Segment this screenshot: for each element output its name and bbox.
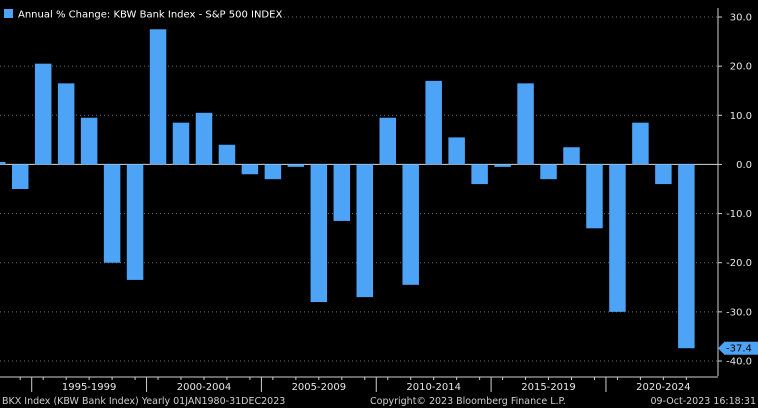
bar [80, 117, 98, 165]
y-tick-label: 20.0 [730, 62, 752, 73]
bar [586, 164, 603, 229]
bar [678, 164, 695, 349]
last-value-box [724, 341, 758, 355]
last-value-label: -37.4 [726, 344, 752, 355]
legend-box [0, 6, 278, 21]
bar [195, 112, 213, 165]
bar [379, 117, 396, 165]
legend: Annual % Change: KBW Bank Index - S&P 50… [0, 6, 282, 21]
footer-center: Copyright© 2023 Bloomberg Finance L.P. [370, 396, 566, 407]
x-tick-label: 2000-2004 [177, 382, 232, 393]
bar [264, 164, 282, 180]
bar [609, 164, 626, 312]
footer-left: BKX Index (KBW Bank Index) Yearly 01JAN1… [2, 396, 285, 407]
bar [57, 83, 75, 165]
bar [425, 80, 442, 165]
y-tick-label: -20.0 [726, 258, 752, 269]
last-value-marker: -37.4 [718, 341, 758, 355]
bar [149, 29, 167, 165]
bar [11, 164, 29, 189]
y-tick-label: 10.0 [730, 111, 752, 122]
bar-series [0, 29, 695, 349]
bar [356, 164, 374, 298]
bar [563, 147, 580, 165]
footer: BKX Index (KBW Bank Index) Yearly 01JAN1… [2, 396, 756, 407]
x-tick-label: 1995-1999 [62, 382, 117, 393]
bar [632, 122, 649, 165]
x-tick-label: 2010-2014 [406, 382, 461, 393]
bar [126, 164, 144, 280]
bar [34, 63, 52, 165]
y-tick-label: -10.0 [726, 209, 752, 220]
legend-swatch [4, 9, 13, 18]
bar [218, 144, 236, 165]
bar [287, 164, 305, 167]
y-tick-label: -30.0 [726, 307, 752, 318]
x-tick-label: 2015-2019 [521, 382, 576, 393]
y-tick-label: -40.0 [726, 357, 752, 368]
last-value-pointer [718, 342, 724, 355]
bar [471, 164, 488, 185]
legend-label: Annual % Change: KBW Bank Index - S&P 50… [18, 10, 282, 21]
bar [310, 164, 328, 303]
x-tick-label: 2005-2009 [292, 382, 347, 393]
bar [103, 164, 121, 263]
footer-right: 09-Oct-2023 16:18:31 [651, 396, 757, 407]
y-tick-label: 30.0 [730, 13, 752, 24]
bar [655, 164, 672, 185]
y-tick-label: 0.0 [736, 160, 752, 171]
bar [494, 164, 511, 167]
bar [540, 164, 557, 180]
bar [333, 164, 351, 221]
bar [241, 164, 259, 175]
x-axis: 1995-1999 2000-2004 2005-2009 2010-2014 2015… [0, 376, 718, 393]
y-axis: 30.0 20.0 10.0 0.0 -10.0 -20.0 -30.0 -40.0 [718, 13, 752, 368]
bar [0, 161, 6, 165]
bar [402, 164, 419, 285]
x-tick-label: 2020-2024 [636, 382, 691, 393]
bar [448, 137, 465, 165]
bar [517, 83, 534, 165]
bar [172, 122, 190, 165]
